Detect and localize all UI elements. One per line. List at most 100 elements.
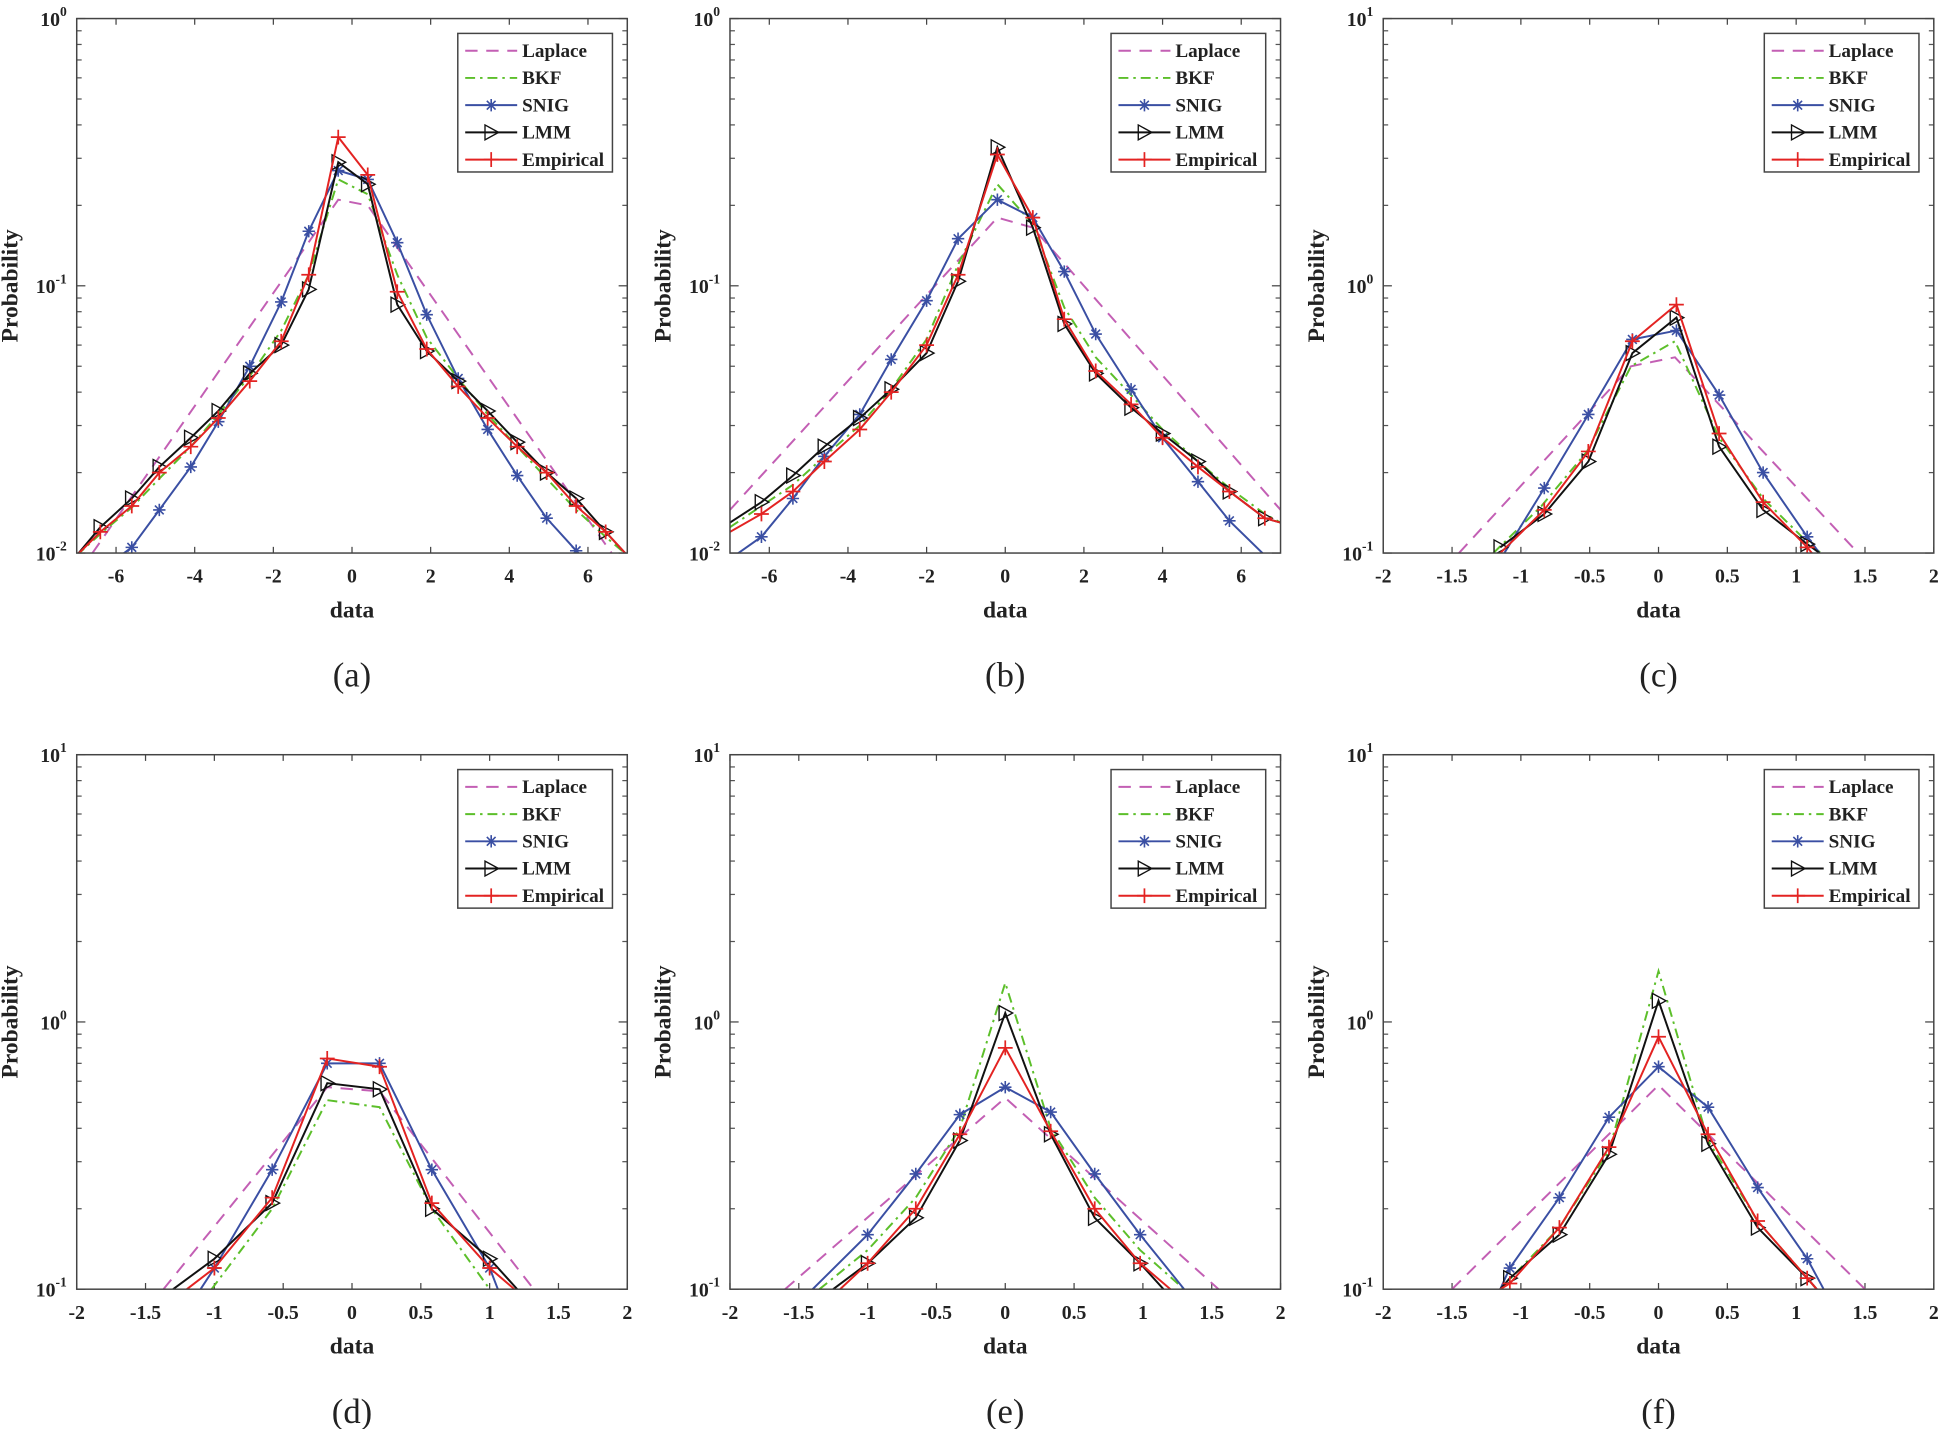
- x-tick-label: -1.5: [1436, 1302, 1467, 1324]
- plot-area: [1451, 967, 1866, 1290]
- series-line-snig: [1499, 1065, 1825, 1290]
- series-lmm: [77, 153, 627, 554]
- plus-marker: [242, 373, 258, 389]
- plus-marker: [1137, 152, 1152, 168]
- series-snig: [736, 193, 1264, 554]
- x-tick-label: 0.5: [1715, 566, 1740, 588]
- y-axis-label: Probability: [651, 965, 677, 1078]
- x-tick-label: 1: [1791, 1302, 1801, 1324]
- y-tick-exponent: 1: [1367, 740, 1374, 755]
- asterisk-marker: [885, 353, 898, 366]
- y-tick-exponent: 0: [60, 1007, 67, 1022]
- plus-marker: [1087, 1201, 1103, 1217]
- legend-item-lmm: LMM: [1118, 123, 1224, 144]
- asterisk-marker: [1701, 1100, 1715, 1114]
- y-tick-label: 10-2: [36, 539, 67, 566]
- y-tick-label: 10-1: [1342, 1275, 1373, 1302]
- y-tick-label: 10-1: [36, 1275, 67, 1302]
- y-tick-base: 10: [689, 543, 709, 565]
- subplot-d: -2 -1.5 -1 -0.5 0 0.5 1 1.5 210-1100101dataProba…: [0, 740, 632, 1429]
- y-tick-base: 10: [1342, 543, 1362, 565]
- plus-marker: [419, 341, 435, 357]
- axes-frame: [75, 753, 629, 1290]
- triangle-marker: [1669, 309, 1686, 327]
- asterisk-marker: [1538, 481, 1551, 495]
- legend-box: [457, 768, 614, 909]
- y-tick-exponent: 0: [60, 4, 67, 19]
- asterisk-marker: [920, 294, 933, 307]
- x-tick-label: -2: [1375, 1302, 1392, 1324]
- y-tick-base: 10: [40, 1012, 60, 1034]
- x-axis-label: data: [330, 597, 375, 623]
- asterisk-marker: [1791, 98, 1804, 112]
- y-tick-base: 10: [40, 745, 60, 767]
- x-tick-label: 2: [1929, 1302, 1939, 1324]
- legend-label: SNIG: [1829, 95, 1876, 116]
- x-tick-label: 0.5: [408, 1302, 433, 1324]
- legend-label: BKF: [1829, 804, 1868, 825]
- x-tick-label: -6: [108, 566, 125, 588]
- plus-marker: [124, 498, 140, 514]
- series-line-bkf: [729, 182, 1281, 529]
- plus-marker: [539, 465, 555, 481]
- x-tick-label: -1.5: [783, 1302, 814, 1324]
- series-bkf: [77, 177, 627, 554]
- series-line-bkf: [818, 979, 1185, 1290]
- y-tick-exponent: 1: [713, 740, 720, 755]
- legend: Laplace BKF SNIG LMM Empirical: [457, 768, 614, 909]
- legend-label: SNIG: [1175, 832, 1222, 853]
- legend-item-empirical: Empirical: [1771, 150, 1911, 171]
- asterisk-marker: [1223, 514, 1236, 528]
- x-axis-label: data: [983, 1334, 1028, 1360]
- legend-item-laplace: Laplace: [1771, 41, 1894, 62]
- legend-item-snig: SNIG: [465, 832, 569, 853]
- plus-marker: [210, 410, 226, 426]
- x-tick-label: 0: [347, 1302, 357, 1324]
- legend-item-empirical: Empirical: [1118, 150, 1257, 171]
- plus-marker: [568, 498, 584, 514]
- triangle-marker: [1625, 344, 1642, 362]
- plus-marker: [1056, 311, 1072, 327]
- y-tick-label: 100: [694, 1007, 721, 1034]
- series-laplace: [162, 1086, 535, 1290]
- triangle-marker: [1790, 123, 1807, 141]
- triangle-marker: [817, 438, 834, 456]
- y-tick-exponent: 0: [713, 1007, 720, 1022]
- x-tick-label: 6: [1236, 566, 1246, 588]
- triangle-marker: [372, 1080, 389, 1098]
- series-bkf: [1492, 339, 1822, 554]
- asterisk-marker: [481, 423, 494, 436]
- legend-label: Laplace: [522, 41, 587, 62]
- x-tick-label: 2: [622, 1302, 632, 1324]
- x-tick-label: -1: [859, 1302, 875, 1324]
- x-axis-label: data: [330, 1334, 375, 1360]
- series-line-empirical: [1499, 1034, 1818, 1290]
- asterisk-marker: [451, 372, 465, 385]
- asterisk-marker: [1088, 1167, 1101, 1181]
- plus-marker: [860, 1255, 876, 1271]
- legend-item-snig: SNIG: [1771, 832, 1876, 853]
- y-tick-exponent: -2: [55, 539, 67, 554]
- x-tick-label: 2: [426, 566, 436, 588]
- asterisk-marker: [485, 835, 498, 848]
- plus-marker: [754, 506, 769, 522]
- series-empirical: [1499, 297, 1815, 554]
- y-tick-base: 10: [36, 1280, 56, 1302]
- legend: Laplace BKF SNIG LMM Empirical: [1763, 768, 1920, 909]
- asterisk-marker: [153, 503, 166, 517]
- y-tick-exponent: -1: [709, 1275, 721, 1290]
- y-tick-label: 10-2: [689, 539, 720, 566]
- y-tick-label: 100: [1347, 1007, 1374, 1034]
- plus-marker: [264, 1190, 280, 1206]
- plus-marker: [1257, 510, 1273, 526]
- legend-label: LMM: [522, 123, 571, 144]
- plus-marker: [273, 333, 289, 349]
- plot-area: [162, 1051, 535, 1290]
- x-tick-label: -4: [840, 566, 857, 588]
- plus-marker: [852, 422, 868, 437]
- x-tick-label: -2: [722, 1302, 739, 1324]
- series-laplace: [784, 1096, 1220, 1290]
- asterisk-marker: [1800, 530, 1814, 544]
- series-line-snig: [199, 1062, 499, 1290]
- asterisk-marker: [1756, 466, 1770, 479]
